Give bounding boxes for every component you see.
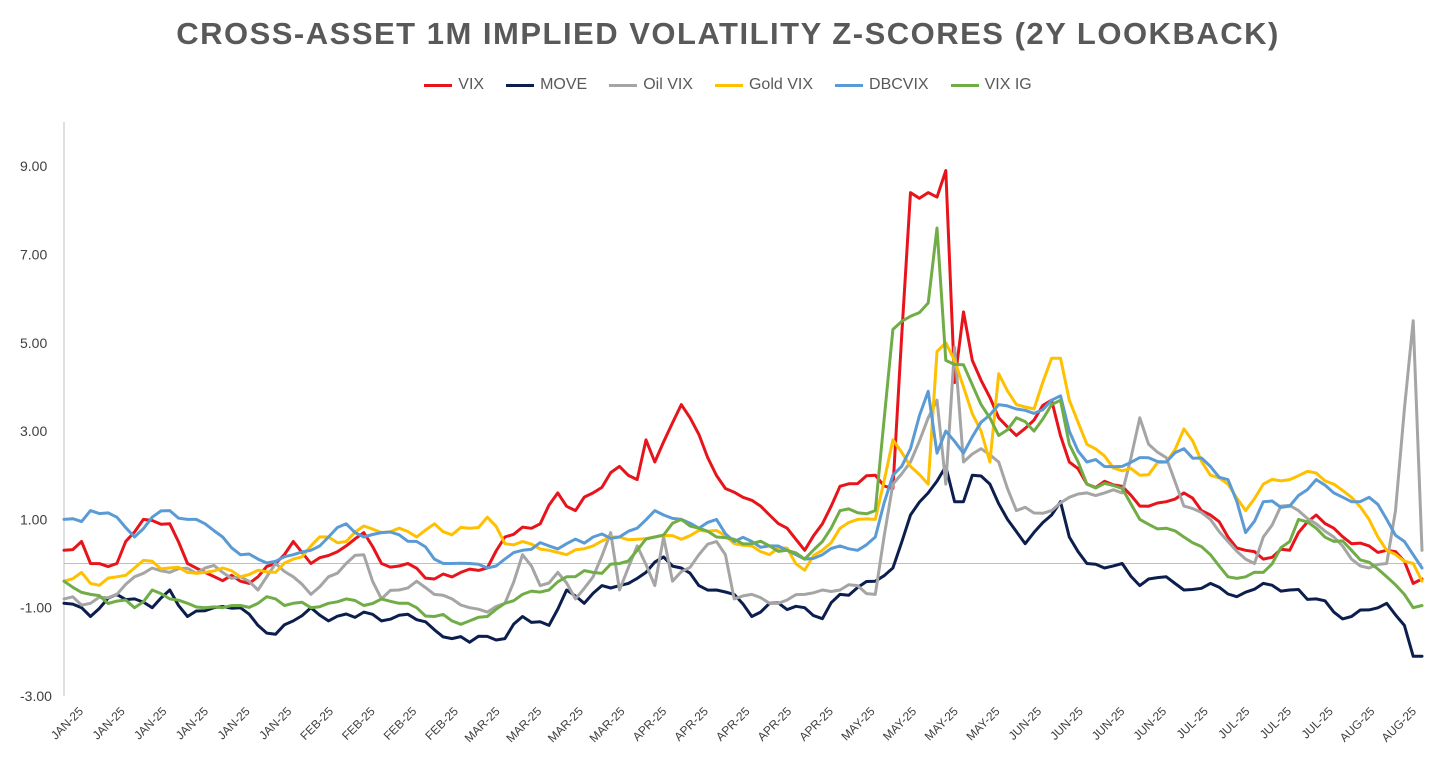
x-tick-label: JUL-25 xyxy=(1174,704,1211,741)
y-tick-label: 7.00 xyxy=(20,246,47,262)
legend-swatch xyxy=(506,83,535,87)
y-tick-label: 9.00 xyxy=(20,158,47,174)
x-tick-label: MAY-25 xyxy=(922,704,961,743)
x-tick-label: APR-25 xyxy=(630,704,670,744)
y-tick-label: -1.00 xyxy=(20,600,52,616)
x-tick-label: FEB-25 xyxy=(297,704,336,743)
x-tick-label: JUN-25 xyxy=(1047,704,1086,743)
x-tick-label: JAN-25 xyxy=(131,704,169,742)
x-tick-label: APR-25 xyxy=(755,704,795,744)
x-tick-label: MAR-25 xyxy=(462,704,503,745)
legend-label: DBCVIX xyxy=(869,76,929,93)
series-line-gold-vix xyxy=(62,341,1424,587)
x-tick-label: APR-25 xyxy=(671,704,711,744)
x-tick-label: JUL-25 xyxy=(1257,704,1294,741)
legend-swatch xyxy=(609,83,638,87)
x-tick-label: JUL-25 xyxy=(1299,704,1336,741)
series-line-vix-ig xyxy=(62,226,1424,626)
x-tick-label: APR-25 xyxy=(796,704,836,744)
y-tick-label: -3.00 xyxy=(20,688,52,704)
legend-swatch xyxy=(950,83,979,87)
legend-label: VIX IG xyxy=(984,76,1032,93)
x-tick-label: JUN-25 xyxy=(1089,704,1128,743)
chart-title: CROSS-ASSET 1M IMPLIED VOLATILITY Z-SCOR… xyxy=(176,16,1280,51)
x-tick-label: FEB-25 xyxy=(422,704,461,743)
series-line-dbcvix xyxy=(62,389,1424,570)
x-tick-label: FEB-25 xyxy=(381,704,420,743)
x-tick-label: MAR-25 xyxy=(545,704,586,745)
x-tick-label: MAY-25 xyxy=(880,704,919,743)
legend-item: DBCVIX xyxy=(835,76,929,94)
x-tick-label: JUN-25 xyxy=(1131,704,1170,743)
x-tick-label: AUG-25 xyxy=(1337,704,1378,745)
legend-swatch xyxy=(424,83,453,87)
legend-item: Gold VIX xyxy=(714,76,814,94)
x-tick-label: JAN-25 xyxy=(173,704,211,742)
x-tick-label: AUG-25 xyxy=(1379,704,1420,745)
y-tick-label: 5.00 xyxy=(20,335,47,351)
legend: VIX MOVE Oil VIX Gold VIX DBCVIX VIX IG xyxy=(0,76,1456,94)
x-tick-label: JAN-25 xyxy=(256,704,294,742)
x-tick-label: MAY-25 xyxy=(838,704,877,743)
x-tick-label: JUL-25 xyxy=(1215,704,1252,741)
legend-swatch xyxy=(835,83,864,87)
legend-label: VIX xyxy=(458,76,485,93)
x-tick-label: MAR-25 xyxy=(503,704,544,745)
legend-item: Oil VIX xyxy=(609,76,693,94)
legend-label: MOVE xyxy=(540,76,588,93)
legend-item: MOVE xyxy=(506,76,587,94)
series-line-vix xyxy=(62,169,1424,585)
y-tick-label: 3.00 xyxy=(20,423,47,439)
x-tick-label: JAN-25 xyxy=(48,704,86,742)
x-tick-label: JAN-25 xyxy=(215,704,253,742)
legend-item: VIX IG xyxy=(950,76,1032,94)
series-line-move xyxy=(62,464,1424,658)
legend-item: VIX xyxy=(424,76,484,94)
legend-label: Gold VIX xyxy=(748,76,814,93)
x-tick-label: FEB-25 xyxy=(339,704,378,743)
x-tick-label: MAY-25 xyxy=(963,704,1002,743)
x-tick-label: JUN-25 xyxy=(1006,704,1045,743)
x-tick-label: MAR-25 xyxy=(587,704,628,745)
legend-label: Oil VIX xyxy=(643,76,693,93)
legend-swatch xyxy=(714,83,743,87)
x-tick-label: JAN-25 xyxy=(90,704,128,742)
x-tick-label: APR-25 xyxy=(713,704,753,744)
y-tick-label: 1.00 xyxy=(20,511,47,527)
series-line-oil-vix xyxy=(62,319,1424,614)
